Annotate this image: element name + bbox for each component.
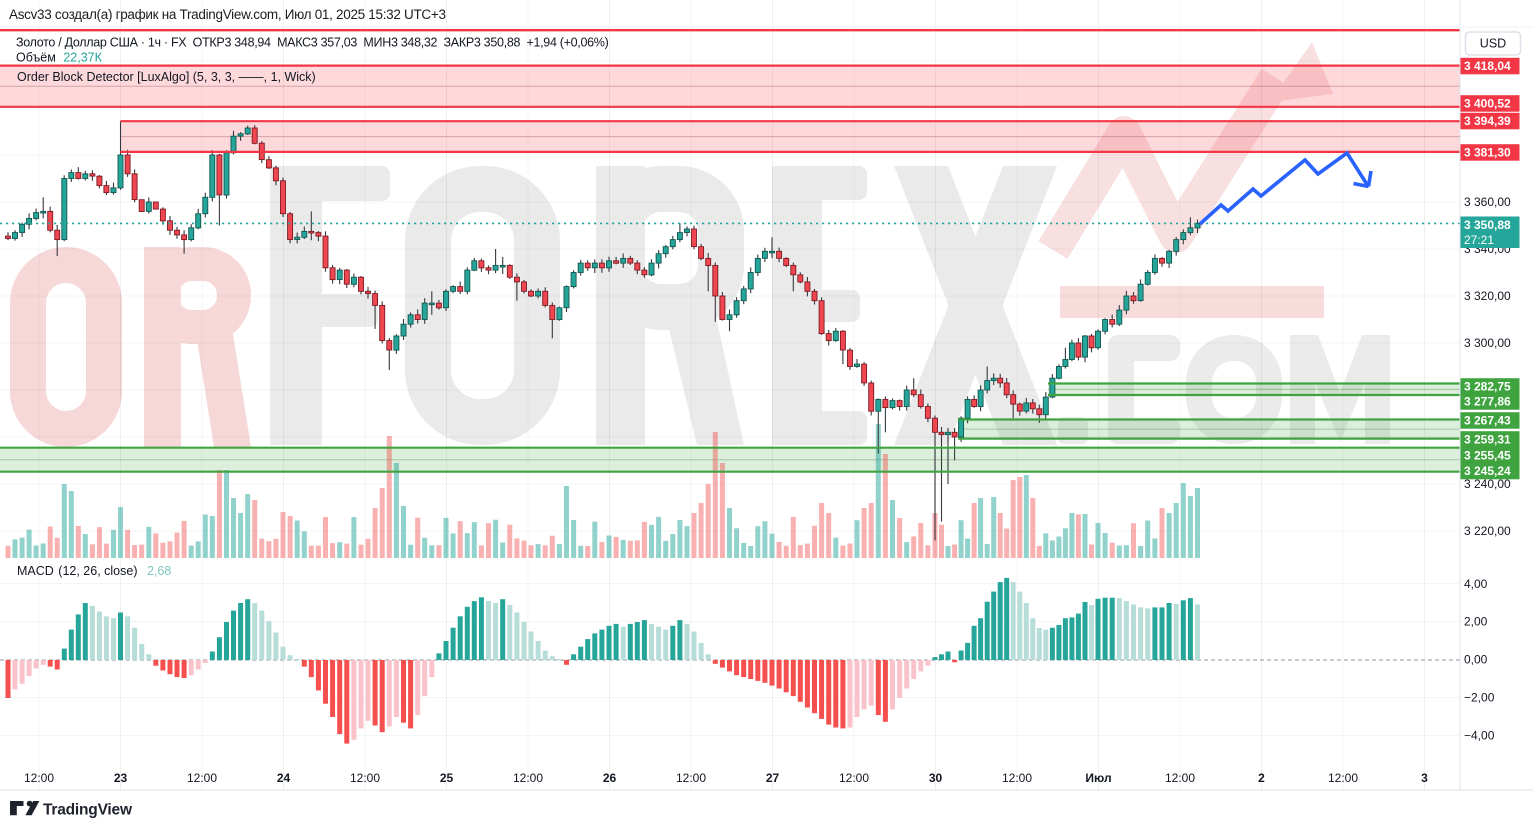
svg-text:3 277,86: 3 277,86: [1464, 395, 1511, 409]
svg-text:3 394,39: 3 394,39: [1464, 114, 1511, 128]
svg-text:TradingView: TradingView: [43, 802, 133, 819]
svg-text:3 418,04: 3 418,04: [1464, 59, 1511, 73]
svg-text:3 245,24: 3 245,24: [1464, 464, 1511, 478]
svg-text:2: 2: [1258, 771, 1265, 785]
svg-text:2,00: 2,00: [1464, 615, 1488, 629]
svg-text:3 240,00: 3 240,00: [1464, 477, 1511, 491]
svg-text:3 282,75: 3 282,75: [1464, 380, 1511, 394]
svg-text:12:00: 12:00: [1328, 771, 1358, 785]
svg-text:Order Block Detector [LuxAlgo]: Order Block Detector [LuxAlgo] (5, 3, 3,…: [17, 70, 316, 84]
svg-text:3 400,52: 3 400,52: [1464, 97, 1511, 111]
svg-text:12:00: 12:00: [676, 771, 706, 785]
svg-text:12:00: 12:00: [187, 771, 217, 785]
svg-text:3 360,00: 3 360,00: [1464, 195, 1511, 209]
svg-text:25: 25: [440, 771, 454, 785]
svg-text:MACD (12, 26, close) 2,68: MACD (12, 26, close) 2,68: [17, 564, 171, 578]
svg-text:3 350,88: 3 350,88: [1464, 218, 1511, 232]
svg-text:3 255,45: 3 255,45: [1464, 449, 1511, 463]
svg-text:3: 3: [1421, 771, 1428, 785]
svg-text:USD: USD: [1480, 37, 1506, 51]
svg-text:12:00: 12:00: [513, 771, 543, 785]
svg-text:3 320,00: 3 320,00: [1464, 289, 1511, 303]
svg-text:24: 24: [277, 771, 291, 785]
svg-text:12:00: 12:00: [1002, 771, 1032, 785]
svg-text:Июл: Июл: [1085, 771, 1111, 785]
svg-text:23: 23: [114, 771, 128, 785]
svg-text:3 267,43: 3 267,43: [1464, 414, 1511, 428]
svg-text:3 381,30: 3 381,30: [1464, 146, 1511, 160]
svg-text:4,00: 4,00: [1464, 577, 1488, 591]
svg-text:12:00: 12:00: [1165, 771, 1195, 785]
svg-text:3 300,00: 3 300,00: [1464, 336, 1511, 350]
svg-text:Ascv33 создал(а) график на Tra: Ascv33 создал(а) график на TradingView.c…: [9, 7, 446, 22]
svg-text:12:00: 12:00: [839, 771, 869, 785]
svg-text:26: 26: [603, 771, 617, 785]
svg-text:3 220,00: 3 220,00: [1464, 524, 1511, 538]
svg-text:0,00: 0,00: [1464, 653, 1488, 667]
svg-text:30: 30: [929, 771, 943, 785]
svg-text:Золото / Доллар США · 1ч · FX: Золото / Доллар США · 1ч · FX ОТКР3 348,…: [16, 36, 609, 50]
svg-text:12:00: 12:00: [350, 771, 380, 785]
svg-text:27: 27: [766, 771, 780, 785]
svg-text:3 259,31: 3 259,31: [1464, 433, 1511, 447]
svg-text:−2,00: −2,00: [1464, 691, 1495, 705]
svg-text:27:21: 27:21: [1464, 233, 1494, 247]
svg-text:−4,00: −4,00: [1464, 729, 1495, 743]
svg-text:Объём 22,37К: Объём 22,37К: [16, 51, 103, 65]
svg-text:12:00: 12:00: [24, 771, 54, 785]
